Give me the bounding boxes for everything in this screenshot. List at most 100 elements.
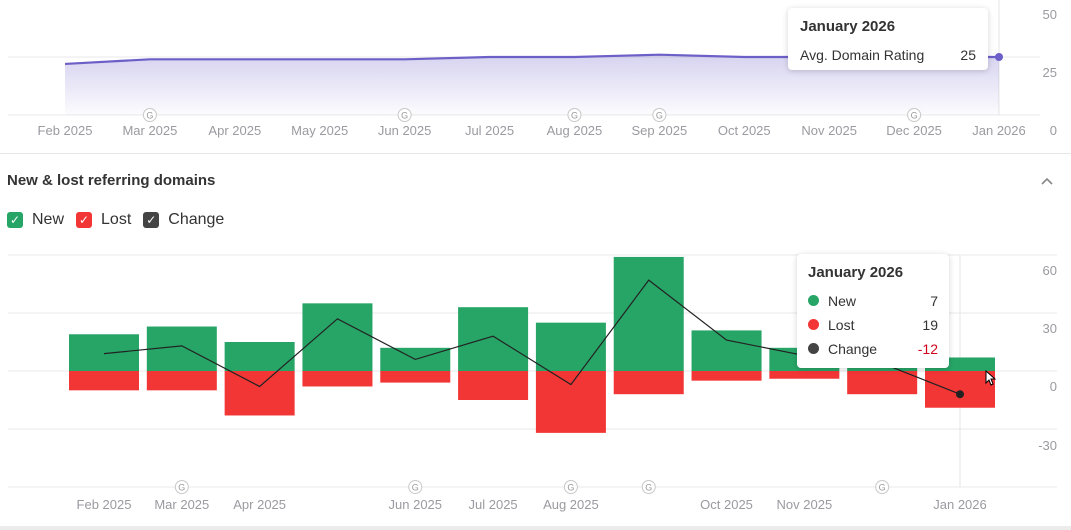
tooltip-label: Avg. Domain Rating [800,47,925,63]
lost-bar [691,371,762,381]
x-tick-label: Jan 2026 [972,123,1026,138]
hover-point [995,53,1003,61]
tooltip-value: 25 [960,47,976,63]
google-update-marker [567,108,582,122]
google-g-icon: G [911,111,918,121]
google-update-marker [174,480,189,494]
lost-bar [458,371,529,400]
x-tick-label: Jan 2026 [933,497,987,512]
hover-point [956,390,964,399]
y-tick-label: -30 [1038,438,1057,453]
y-tick-label: 0 [1050,123,1057,138]
google-g-icon: G [178,483,185,493]
google-g-icon: G [567,483,574,493]
x-tick-label: Aug 2025 [547,123,603,138]
lost-bar [847,371,918,395]
new-bar [535,322,606,371]
x-tick-label: Apr 2025 [233,497,286,512]
tooltip-value: -12 [917,341,938,357]
new-bar [224,342,295,371]
google-g-icon: G [645,483,652,493]
google-g-icon: G [412,483,419,493]
bottom-border [0,526,1071,530]
y-tick-label: 50 [1043,7,1057,22]
tooltip-label: Lost [828,317,855,333]
lost-bar [535,371,606,433]
section-title: New & lost referring domains [7,172,216,189]
x-tick-label: Jun 2025 [378,123,432,138]
google-g-icon: G [571,111,578,121]
google-update-marker [408,480,423,494]
lost-bar [925,371,995,408]
google-update-marker [875,480,890,494]
tooltip-value: 19 [922,317,938,333]
x-tick-label: Mar 2025 [154,497,209,512]
y-tick-label: 0 [1050,379,1057,394]
x-tick-label: Sep 2025 [632,123,688,138]
referring-domains-chart: 60 30 0 -30 Feb 2025 Mar 2025 G Apr 2025 Jun 202… [8,254,1057,512]
google-update-marker [641,480,656,494]
google-g-icon: G [146,111,153,121]
change-dot-icon [808,343,819,354]
x-tick-label: May 2025 [291,123,348,138]
tooltip-value: 7 [930,293,938,309]
x-tick-label: Feb 2025 [38,123,93,138]
google-g-icon: G [401,111,408,121]
hand-cursor-icon [985,369,997,386]
checkbox-checked-icon[interactable]: ✓ [76,212,93,228]
google-g-icon: G [879,483,886,493]
new-bar [691,330,762,371]
lost-bar [146,371,217,391]
area-fill [65,54,999,115]
new-bar [613,256,684,371]
x-tick-label: Apr 2025 [208,123,261,138]
x-tick-label: Aug 2025 [543,497,599,512]
checkbox-checked-icon[interactable]: ✓ [7,212,23,228]
x-tick-label: Jun 2025 [389,497,443,512]
legend-change[interactable]: ✓ Change [143,211,224,229]
legend-label: New [32,211,65,228]
lost-bar [380,371,451,383]
lost-dot-icon [808,319,819,330]
x-tick-label: Feb 2025 [77,497,132,512]
x-tick-label: Jul 2025 [469,497,518,512]
x-tick-label: Oct 2025 [718,123,771,138]
domain-rating-tooltip: January 2026 Avg. Domain Rating 25 [788,8,988,70]
new-bar [458,307,529,371]
x-tick-label: Mar 2025 [122,123,177,138]
x-tick-label: Oct 2025 [700,497,753,512]
legend-lost[interactable]: ✓ Lost [76,211,131,229]
google-update-marker [142,108,157,122]
collapse-chevron-up-icon[interactable] [1040,174,1054,188]
x-tick-label: Jul 2025 [465,123,514,138]
google-update-marker [652,108,667,122]
legend-new[interactable]: ✓ New [7,211,64,229]
lost-bar [769,371,840,379]
y-tick-label: 60 [1043,263,1057,278]
domain-rating-chart: 50 25 0 Feb 2025 Mar 2025 G Apr 2025 May 2025 Ju… [8,0,1057,138]
legend-label: Lost [101,211,132,228]
y-tick-label: 30 [1043,321,1057,336]
x-tick-label: Nov 2025 [801,123,857,138]
new-bar [302,303,373,371]
lost-bar [69,371,139,391]
x-tick-label: Dec 2025 [886,123,942,138]
google-update-marker [907,108,922,122]
referring-domains-tooltip: January 2026 New 7 Lost 19 Change -12 [797,254,949,368]
new-dot-icon [808,295,819,306]
legend-label: Change [168,211,225,228]
divider [0,153,1071,154]
lost-bar [302,371,373,387]
tooltip-title: January 2026 [808,264,904,281]
tooltip-title: January 2026 [800,18,896,35]
google-update-marker [397,108,412,122]
y-tick-label: 25 [1043,65,1057,80]
legend: ✓ New ✓ Lost ✓ Change [7,211,224,229]
lost-bar [613,371,684,395]
lost-bar [224,371,295,416]
new-bar [69,334,139,371]
x-tick-label: Nov 2025 [777,497,833,512]
checkbox-checked-icon[interactable]: ✓ [143,212,160,228]
google-g-icon: G [656,111,663,121]
google-update-marker [563,480,578,494]
